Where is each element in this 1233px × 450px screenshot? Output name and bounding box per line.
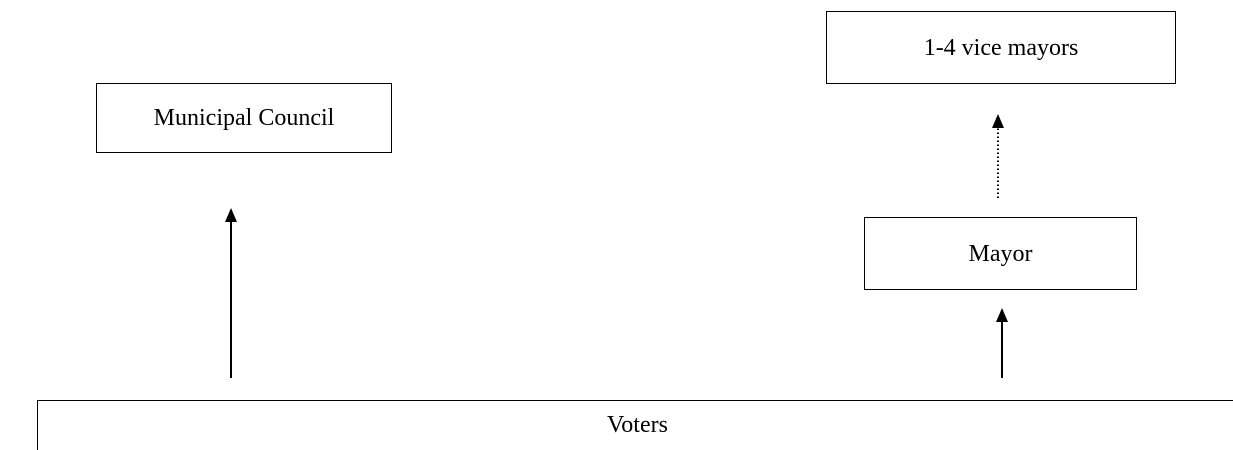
voters-node: Voters [37,400,1233,450]
municipal-council-node: Municipal Council [96,83,392,153]
vice-mayors-node: 1-4 vice mayors [826,11,1176,84]
voters-to-council-arrowhead [225,208,237,222]
mayor-label: Mayor [968,240,1033,267]
municipal-council-label: Municipal Council [153,105,335,131]
mayor-to-vice-mayors-arrowhead [992,114,1004,128]
mayor-node: Mayor [864,217,1137,290]
voters-label: Voters [607,412,668,438]
vice-mayors-label: 1-4 vice mayors [923,34,1079,61]
voters-to-mayor-arrowhead [996,308,1008,322]
